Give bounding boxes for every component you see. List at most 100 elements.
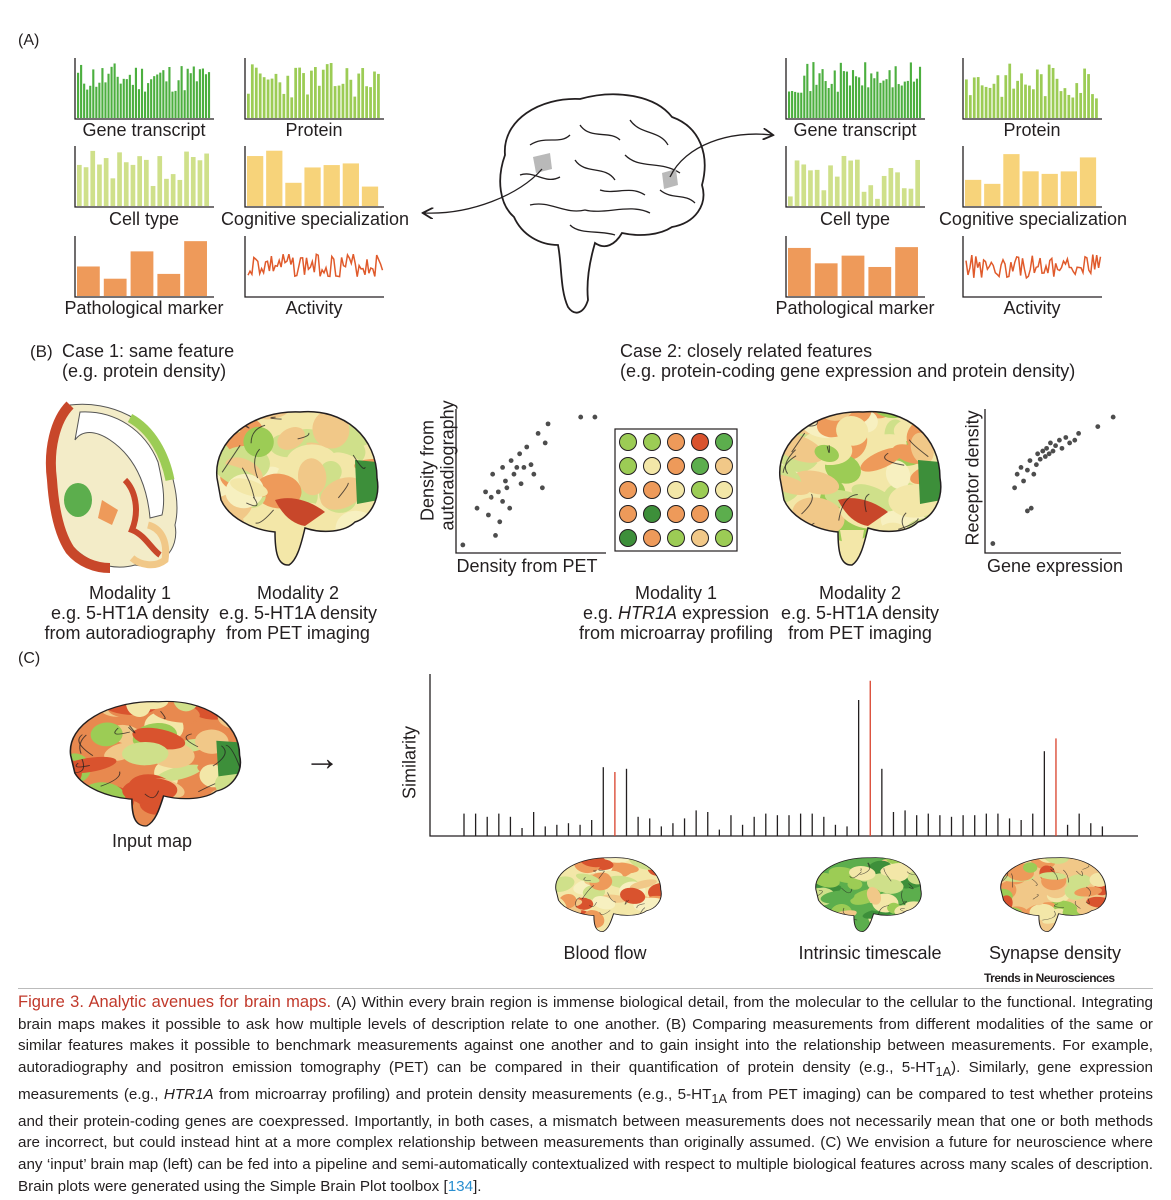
mini-bar — [827, 88, 830, 118]
scatter-point — [528, 462, 534, 468]
modality2-right-line1: Modality 2 — [818, 583, 902, 603]
mini-bar — [806, 63, 809, 118]
modality2-right-line2: e.g. 5-HT1A density — [780, 603, 940, 623]
mini-bar — [266, 150, 283, 206]
matrix-dot — [691, 457, 709, 475]
scatter-point — [511, 471, 517, 477]
scatter-point — [1033, 462, 1039, 468]
mini-bar — [104, 82, 107, 118]
matrix-dot — [619, 481, 637, 499]
mini-bar — [361, 186, 379, 206]
scatter-point — [474, 505, 480, 511]
mini-bar — [189, 73, 192, 118]
scatter-point — [1044, 445, 1049, 451]
mini-bar — [906, 80, 909, 118]
mini-bar — [83, 83, 86, 118]
mini-chart-activity-left — [244, 236, 384, 298]
mini-bar — [164, 178, 169, 206]
mini-bar — [302, 73, 305, 118]
scatter-point — [1072, 437, 1078, 443]
scatter-point — [507, 505, 513, 511]
mini-bar — [965, 179, 982, 206]
mini-bar — [329, 63, 333, 118]
mini-bar — [357, 73, 361, 118]
mini-bar — [909, 62, 912, 118]
matrix-dot — [643, 457, 661, 475]
mini-bar — [1012, 88, 1016, 118]
matrix-dot — [715, 457, 733, 475]
mini-bar — [988, 87, 992, 118]
mini-bar — [204, 153, 209, 206]
mini-bar — [855, 159, 860, 206]
mini-bar — [1035, 69, 1039, 118]
mini-bar — [250, 64, 254, 118]
input-map-label: Input map — [111, 831, 193, 851]
matrix-dot — [691, 433, 709, 451]
mini-bar — [86, 89, 89, 118]
mini-bar — [814, 263, 838, 296]
scatter-point — [518, 481, 524, 487]
label-cognitive-left: Cognitive specialization — [220, 209, 410, 229]
mini-bar — [855, 76, 858, 118]
scatter-point — [524, 444, 530, 450]
scatter-point — [1031, 471, 1037, 477]
scatter-point — [1021, 478, 1026, 484]
mini-bar — [868, 185, 874, 206]
scatter1-xlabel: Density from PET — [456, 556, 598, 576]
caption-divider — [18, 988, 1153, 989]
matrix-dot — [667, 529, 685, 547]
label-protein-left: Protein — [285, 120, 343, 140]
mini-bar — [976, 77, 980, 118]
mini-bar — [107, 73, 110, 118]
mini-bar — [130, 251, 154, 296]
matrix-dot — [619, 433, 637, 451]
mini-bar — [814, 169, 820, 206]
scatter-point — [503, 478, 508, 484]
label-patho-right: Pathological marker — [775, 298, 935, 318]
matrix-dot — [715, 529, 733, 547]
mini-bar — [980, 85, 984, 118]
modality1-right-line3: from microarray profiling — [578, 623, 774, 643]
mini-bar — [144, 159, 149, 206]
mini-bar — [170, 174, 176, 206]
mini-bar — [116, 76, 119, 118]
mini-bar — [885, 79, 888, 118]
modality1-right-line1: Modality 1 — [634, 583, 718, 603]
scatter-point — [500, 499, 505, 504]
mini-bar — [103, 278, 127, 296]
mini-bar — [915, 78, 919, 118]
mini-bar — [1020, 73, 1023, 118]
mini-bar — [918, 66, 922, 118]
reference-link[interactable]: 134 — [447, 1177, 474, 1195]
mini-bar — [1041, 173, 1058, 206]
mini-bar — [144, 91, 147, 118]
label-synapse-density: Synapse density — [988, 943, 1122, 963]
mini-bar — [353, 96, 357, 118]
case1-title: Case 1: same feature — [62, 341, 235, 361]
scatter-point — [592, 414, 598, 420]
mini-bar — [903, 81, 906, 118]
mini-bar — [95, 86, 98, 118]
mini-bar — [323, 165, 340, 206]
mini-bar — [310, 70, 313, 118]
scatter-point — [1110, 414, 1116, 420]
matrix-dot — [667, 505, 685, 523]
scatter-point — [514, 465, 520, 470]
mini-bar — [1051, 67, 1055, 118]
mini-bar — [1087, 74, 1090, 118]
mini-bar — [894, 66, 897, 118]
case2-subtitle: (e.g. protein-coding gene expression and… — [620, 361, 1076, 381]
mini-bar — [97, 164, 102, 206]
journal-brand: Trends in Neurosciences — [984, 971, 1115, 985]
mini-bar — [157, 156, 163, 206]
modality2-left-line3: from PET imaging — [226, 623, 370, 643]
mini-bar — [1075, 83, 1079, 118]
scatter-point — [1027, 458, 1033, 463]
mini-bar — [278, 82, 282, 118]
mini-bar — [171, 91, 174, 118]
matrix-dot — [667, 457, 685, 475]
mini-bar — [198, 69, 201, 118]
scatter-point — [1012, 485, 1017, 491]
scatter-point — [521, 465, 527, 470]
mini-bar — [122, 78, 125, 118]
